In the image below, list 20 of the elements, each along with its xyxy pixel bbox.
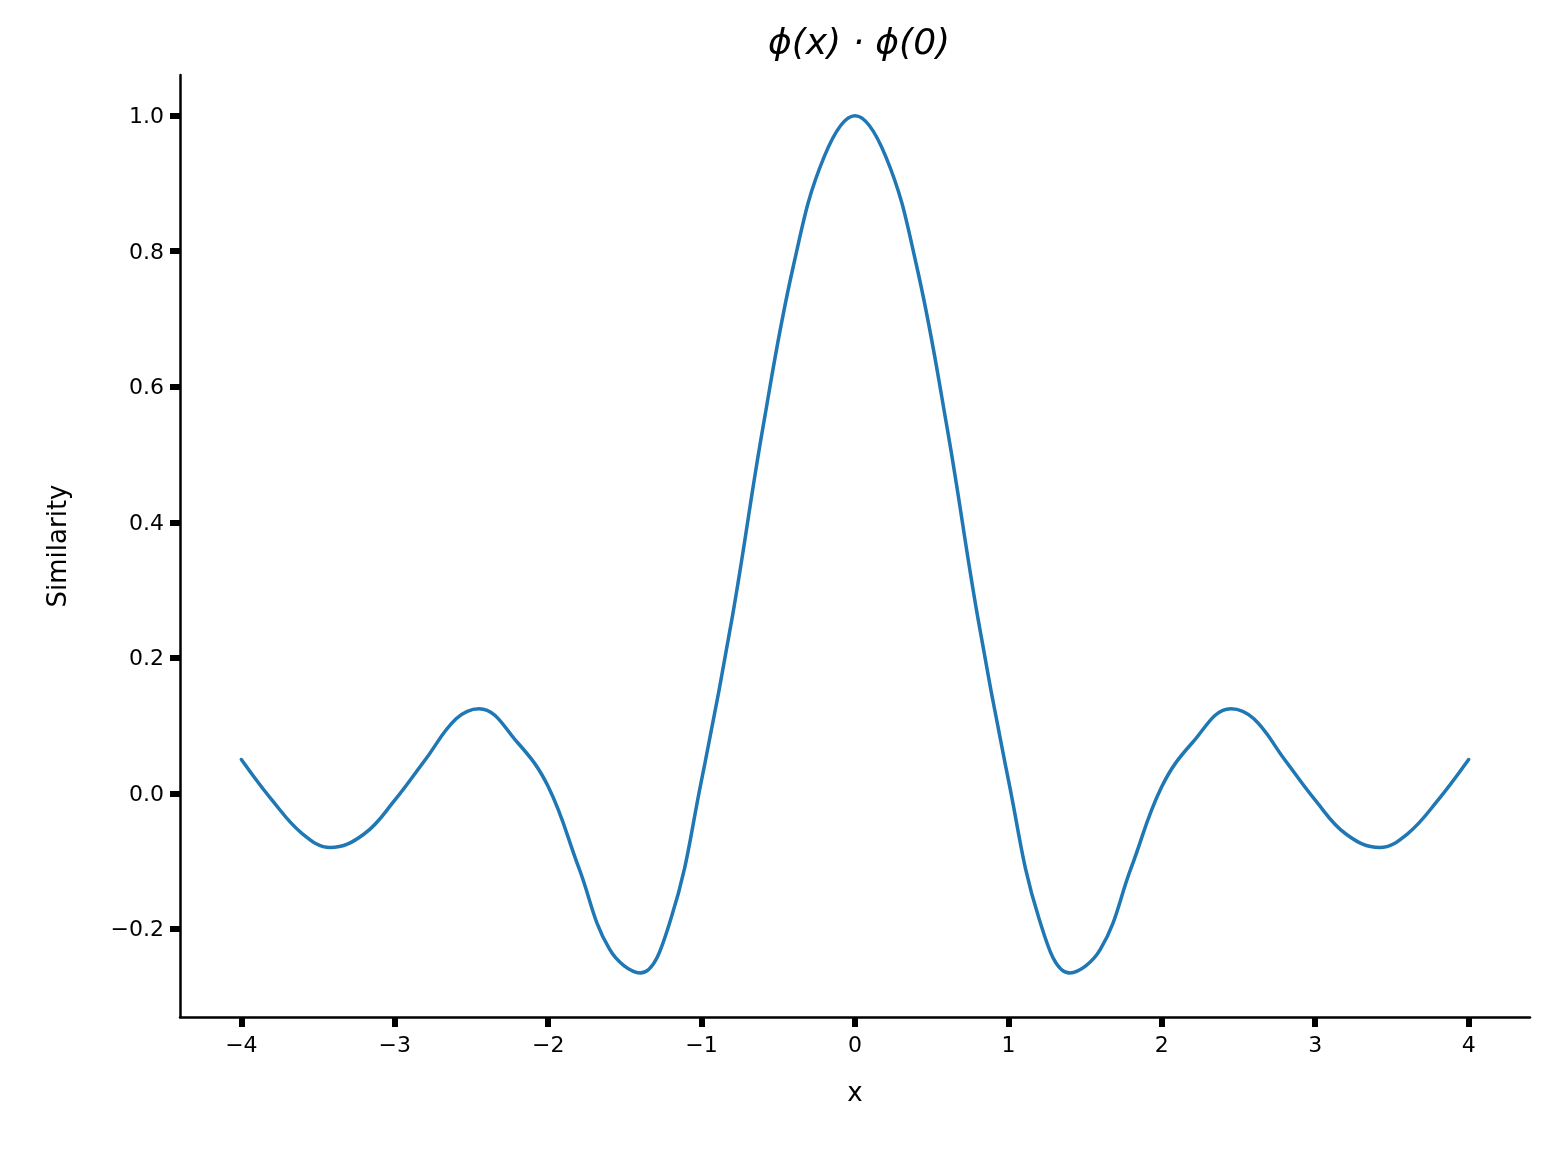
y-axis-title: Similarity <box>42 484 72 608</box>
y-tick-label: 0.0 <box>129 780 164 806</box>
y-tick-label: −0.2 <box>110 916 164 942</box>
line-series <box>239 113 1471 975</box>
x-axis-title: x <box>847 1077 863 1107</box>
y-tick-label: 0.2 <box>129 645 164 671</box>
x-tick-label: −3 <box>378 1031 411 1057</box>
x-tick-label: 2 <box>1154 1031 1169 1057</box>
x-tick-label: −2 <box>531 1031 565 1057</box>
y-tick-label: 1.0 <box>129 103 164 129</box>
y-tick-label: 0.8 <box>129 238 164 264</box>
chart-title: ϕ(x) · ϕ(0) <box>767 20 951 62</box>
y-tick-label: 0.6 <box>129 374 164 400</box>
x-tick-label: 0 <box>848 1031 862 1057</box>
x-tick-label: 3 <box>1308 1031 1323 1057</box>
x-tick-label: −4 <box>225 1031 258 1057</box>
x-tick-label: −1 <box>685 1031 718 1057</box>
x-tick-label: 1 <box>1001 1031 1016 1057</box>
x-tick-label: 4 <box>1461 1031 1476 1057</box>
y-tick-label: 0.4 <box>129 509 164 535</box>
